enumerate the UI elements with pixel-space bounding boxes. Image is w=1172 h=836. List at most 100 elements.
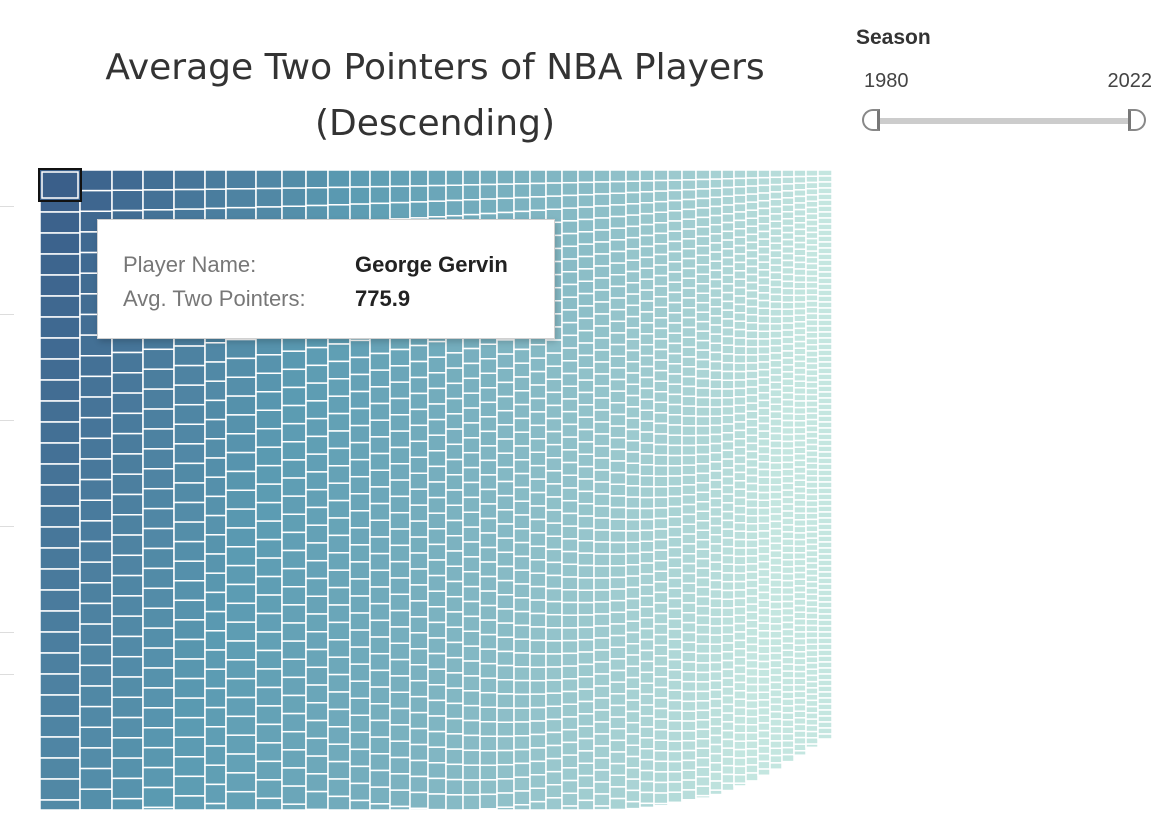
treemap-cell[interactable] — [733, 177, 747, 188]
treemap-cell[interactable] — [733, 765, 747, 776]
treemap-cell[interactable] — [653, 327, 669, 340]
treemap-cell[interactable] — [639, 540, 655, 553]
treemap-cell[interactable] — [529, 169, 547, 185]
treemap-cell[interactable] — [593, 181, 611, 195]
treemap-cell[interactable] — [479, 358, 498, 375]
treemap-cell[interactable] — [593, 205, 611, 219]
treemap-cell[interactable] — [817, 385, 833, 393]
treemap-cell[interactable] — [733, 505, 747, 516]
treemap-cell[interactable] — [653, 422, 669, 435]
treemap-cell[interactable] — [255, 649, 283, 670]
treemap-cell[interactable] — [709, 424, 723, 436]
treemap-cell[interactable] — [781, 524, 795, 533]
treemap-cell[interactable] — [793, 268, 807, 277]
treemap-cell[interactable] — [653, 665, 669, 678]
treemap-cell[interactable] — [142, 587, 175, 609]
treemap-cell[interactable] — [577, 700, 595, 715]
treemap-cell[interactable] — [653, 464, 669, 477]
treemap-cell[interactable] — [389, 365, 411, 383]
treemap-cell[interactable] — [681, 247, 697, 260]
treemap-cell[interactable] — [681, 799, 697, 802]
treemap-cell[interactable] — [817, 451, 833, 459]
treemap-cell[interactable] — [639, 431, 655, 444]
treemap-cell[interactable] — [695, 586, 711, 598]
treemap-cell[interactable] — [781, 419, 795, 429]
treemap-cell[interactable] — [609, 774, 627, 788]
treemap-cell[interactable] — [462, 199, 481, 216]
treemap-cell[interactable] — [111, 635, 144, 658]
treemap-cell[interactable] — [709, 333, 723, 345]
treemap-cell[interactable] — [445, 565, 464, 583]
treemap-cell[interactable] — [496, 806, 515, 811]
treemap-cell[interactable] — [695, 766, 711, 778]
treemap-cell[interactable] — [369, 569, 391, 588]
treemap-cell[interactable] — [625, 327, 641, 340]
treemap-cell[interactable] — [427, 387, 447, 405]
treemap-cell[interactable] — [709, 178, 723, 189]
treemap-cell[interactable] — [349, 510, 371, 529]
treemap-cell[interactable] — [609, 751, 627, 765]
treemap-cell[interactable] — [225, 659, 257, 680]
treemap-cell[interactable] — [639, 256, 655, 270]
treemap-cell[interactable] — [757, 491, 771, 501]
treemap-cell[interactable] — [733, 236, 747, 247]
treemap-cell[interactable] — [369, 686, 391, 705]
treemap-cell[interactable] — [349, 714, 371, 734]
treemap-cell[interactable] — [204, 572, 227, 594]
treemap-cell[interactable] — [593, 517, 611, 531]
treemap-cell[interactable] — [349, 169, 371, 188]
treemap-cell[interactable] — [593, 421, 611, 435]
treemap-cell[interactable] — [793, 558, 807, 567]
treemap-cell[interactable] — [817, 229, 833, 237]
treemap-cell[interactable] — [695, 576, 711, 588]
treemap-cell[interactable] — [225, 564, 257, 586]
treemap-cell[interactable] — [561, 410, 579, 426]
treemap-cell[interactable] — [496, 523, 515, 539]
treemap-cell[interactable] — [577, 181, 595, 196]
treemap-cell[interactable] — [817, 235, 833, 243]
treemap-cell[interactable] — [496, 608, 515, 624]
treemap-cell[interactable] — [757, 322, 771, 333]
treemap-cell[interactable] — [625, 428, 641, 442]
treemap-cell[interactable] — [225, 169, 257, 190]
treemap-cell[interactable] — [817, 205, 833, 213]
treemap-cell[interactable] — [757, 676, 771, 686]
treemap-cell[interactable] — [769, 249, 783, 259]
treemap-cell[interactable] — [745, 531, 759, 541]
treemap-cell[interactable] — [445, 778, 464, 796]
treemap-cell[interactable] — [327, 430, 351, 450]
treemap-cell[interactable] — [577, 367, 595, 381]
treemap-cell[interactable] — [695, 339, 711, 351]
treemap-cell[interactable] — [769, 410, 783, 420]
treemap-cell[interactable] — [255, 705, 283, 726]
treemap-cell[interactable] — [639, 507, 655, 521]
treemap-cell[interactable] — [349, 578, 371, 597]
treemap-cell[interactable] — [681, 464, 697, 476]
treemap-cell[interactable] — [817, 601, 833, 609]
treemap-cell[interactable] — [653, 369, 669, 382]
treemap-cell[interactable] — [545, 470, 563, 485]
treemap-cell[interactable] — [681, 405, 697, 417]
treemap-cell[interactable] — [427, 606, 447, 624]
treemap-cell[interactable] — [593, 241, 611, 255]
treemap-cell[interactable] — [757, 438, 771, 448]
treemap-cell[interactable] — [817, 511, 833, 519]
treemap-cell[interactable] — [721, 721, 735, 732]
treemap-cell[interactable] — [305, 506, 329, 526]
treemap-cell[interactable] — [561, 309, 579, 324]
treemap-cell[interactable] — [389, 430, 411, 449]
treemap-cell[interactable] — [349, 680, 371, 699]
treemap-cell[interactable] — [721, 738, 735, 749]
treemap-cell[interactable] — [817, 367, 833, 375]
treemap-cell[interactable] — [733, 295, 747, 306]
treemap-cell[interactable] — [427, 668, 447, 686]
treemap-cell[interactable] — [255, 668, 283, 689]
treemap-cell[interactable] — [781, 684, 795, 693]
treemap-cell[interactable] — [695, 254, 711, 266]
treemap-cell[interactable] — [327, 447, 351, 467]
treemap-cell[interactable] — [327, 743, 351, 763]
treemap-cell[interactable] — [721, 712, 735, 723]
treemap-cell[interactable] — [733, 706, 747, 717]
treemap-cell[interactable] — [173, 501, 206, 523]
treemap-cell[interactable] — [733, 664, 747, 675]
